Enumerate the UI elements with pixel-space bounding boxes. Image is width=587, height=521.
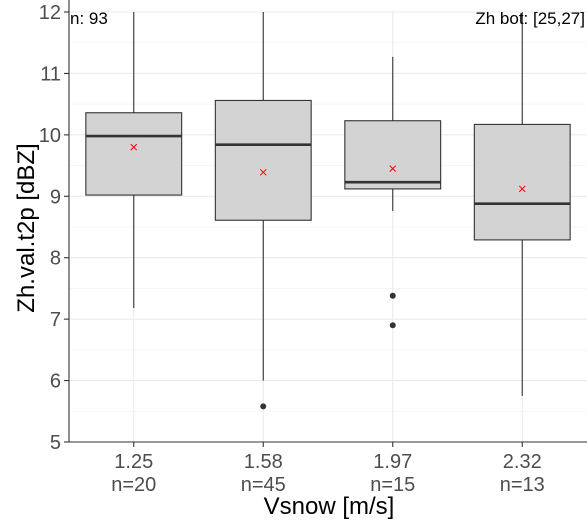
box-iqr — [214, 99, 312, 221]
box-2.32 — [473, 12, 571, 396]
annotation-count: n: 93 — [70, 9, 108, 28]
y-tick-label: 11 — [40, 63, 61, 85]
outlier-point — [389, 292, 396, 299]
x-tick-label: 1.58 — [244, 451, 283, 473]
x-tick-label: 2.32 — [503, 451, 542, 473]
x-tick-label: 1.97 — [373, 451, 412, 473]
x-tick-count-label: n=45 — [241, 474, 286, 496]
box-1.58 — [214, 12, 312, 410]
y-axis-title: Zh.val.t2p [dBZ] — [13, 143, 40, 312]
outlier-point — [389, 322, 396, 329]
box-1.97 — [344, 56, 442, 329]
y-tick-label: 9 — [50, 186, 61, 208]
y-tick-label: 5 — [50, 432, 61, 454]
y-tick-label: 6 — [50, 371, 61, 393]
x-tick-labels: 1.25n=20 1.58n=45 1.97n=15 2.32n=13 — [111, 451, 545, 496]
y-tick-label: 7 — [50, 309, 61, 331]
box-iqr — [344, 120, 442, 190]
axes — [64, 0, 587, 447]
mean-marker — [389, 165, 397, 172]
outlier-point — [260, 403, 267, 410]
box-series — [85, 12, 571, 410]
annotation-height: Zh bot: [25,27] — [475, 9, 585, 28]
x-tick-count-label: n=20 — [111, 474, 156, 496]
x-axis-title: Vsnow [m/s] — [264, 493, 395, 520]
y-tick-labels: 5 6 7 8 9 10 11 12 — [39, 2, 61, 454]
y-tick-label: 12 — [39, 2, 61, 24]
box-1.25 — [85, 12, 183, 309]
x-tick-count-label: n=13 — [500, 474, 545, 496]
mean-marker — [130, 143, 138, 151]
y-tick-label: 8 — [50, 248, 61, 270]
x-tick-label: 1.25 — [114, 451, 153, 473]
y-tick-label: 10 — [39, 125, 61, 147]
mean-marker — [518, 185, 526, 193]
box-iqr — [85, 112, 183, 196]
box-iqr — [473, 123, 571, 241]
mean-marker — [259, 168, 267, 176]
x-tick-count-label: n=15 — [370, 474, 415, 496]
